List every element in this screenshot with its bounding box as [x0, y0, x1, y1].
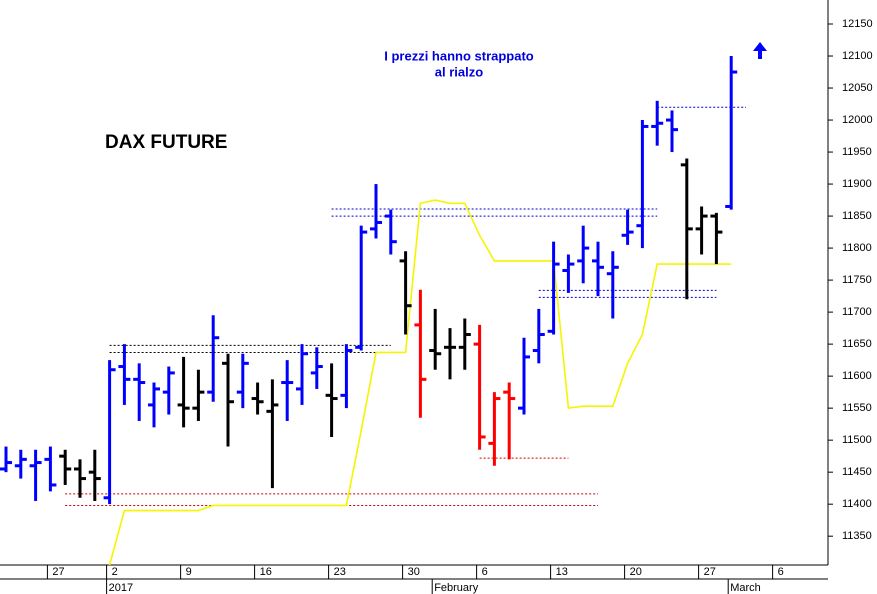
x-tick-label: 9	[186, 566, 192, 578]
y-tick-label: 11850	[842, 210, 872, 222]
x-tick-label: 2	[112, 566, 118, 578]
y-tick-label: 12150	[842, 18, 873, 30]
support-line	[108, 199, 732, 566]
y-tick-label: 12050	[842, 82, 873, 94]
y-tick-label: 11350	[842, 530, 872, 542]
y-tick-label: 11750	[842, 274, 872, 286]
chart-title: DAX FUTURE	[105, 132, 227, 153]
y-tick-label: 11500	[842, 434, 872, 446]
x-tick-label: 30	[408, 566, 420, 578]
x-tick-label: 6	[778, 566, 784, 578]
x-tick-label: 27	[52, 566, 64, 578]
y-tick-label: 11900	[842, 178, 872, 190]
y-tick-label: 11550	[842, 402, 872, 414]
y-tick-label: 11650	[842, 338, 872, 350]
y-tick-label: 11600	[842, 370, 872, 382]
up-arrow	[753, 42, 767, 59]
annotation: I prezzi hanno strappato	[384, 48, 534, 63]
x-tick-label: 23	[334, 566, 346, 578]
x-tick-label: 13	[556, 566, 568, 578]
x-period-label: March	[730, 582, 761, 594]
y-tick-label: 11400	[842, 498, 872, 510]
y-tick-label: 12100	[842, 50, 873, 62]
x-tick-label: 20	[630, 566, 642, 578]
y-tick-label: 11950	[842, 146, 872, 158]
y-tick-label: 12000	[842, 114, 873, 126]
y-tick-label: 11800	[842, 242, 872, 254]
x-tick-label: 27	[704, 566, 716, 578]
annotation: al rialzo	[435, 64, 483, 79]
x-period-label: 2017	[109, 582, 133, 594]
x-tick-label: 16	[260, 566, 272, 578]
x-tick-label: 6	[482, 566, 488, 578]
y-tick-label: 11450	[842, 466, 872, 478]
y-tick-label: 11700	[842, 306, 872, 318]
x-period-label: February	[434, 582, 479, 594]
